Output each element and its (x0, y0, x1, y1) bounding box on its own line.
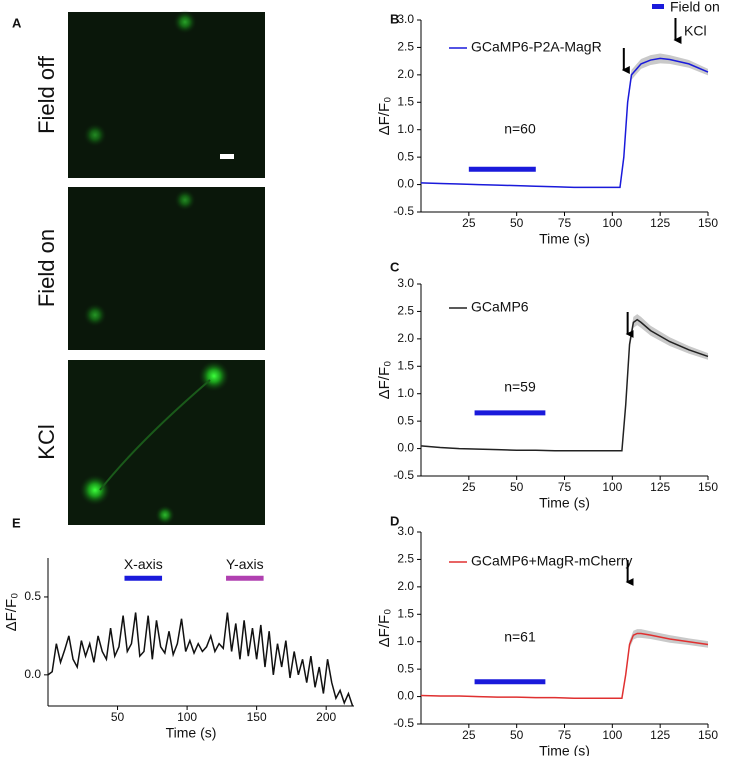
line (47, 612, 354, 707)
y-tick-label: 0.5 (397, 149, 414, 163)
y-axis-label: ΔF/F₀ (3, 593, 20, 632)
line (420, 57, 709, 189)
x-tick-label: 25 (462, 216, 476, 230)
y-tick-label: 0.5 (397, 661, 414, 675)
error-band (421, 314, 708, 452)
panel-label: C (390, 259, 400, 274)
legend-swatch (652, 4, 664, 9)
y-tick-label: -0.5 (393, 716, 414, 730)
error-band (421, 53, 708, 188)
cell (83, 123, 107, 147)
x-tick-label: 75 (558, 480, 572, 494)
y-axis-label: ΔF/F₀ (376, 361, 393, 400)
x-tick-label: 100 (177, 710, 197, 724)
y-tick-label: 3.0 (397, 524, 414, 538)
y-tick-label: -0.5 (393, 468, 414, 482)
y-tick-label: 1.0 (397, 122, 414, 136)
x-tick-label: 150 (698, 216, 718, 230)
x-tick-label: 125 (650, 480, 670, 494)
cell (173, 10, 197, 34)
x-axis-label: Time (s) (539, 495, 590, 511)
y-tick-label: 2.0 (397, 331, 414, 345)
x-tick-label: 125 (650, 728, 670, 742)
y-tick-label: 1.0 (397, 634, 414, 648)
y-tick-label: 3.0 (397, 12, 414, 26)
y-tick-label: 1.5 (397, 606, 414, 620)
y-tick-label: 3.0 (397, 276, 414, 290)
y-tick-label: 0.0 (24, 667, 41, 681)
y-tick-label: 0.5 (24, 589, 41, 603)
line (420, 318, 709, 452)
cell (155, 505, 175, 525)
x-tick-label: 25 (462, 480, 476, 494)
y-tick-label: 1.5 (397, 94, 414, 108)
annotation: n=59 (504, 379, 536, 395)
x-tick-label: 150 (247, 710, 267, 724)
x-tick-label: 25 (462, 728, 476, 742)
cell (83, 303, 107, 327)
stimulus-label: Y-axis (226, 556, 264, 572)
y-tick-label: -0.5 (393, 204, 414, 218)
x-axis-label: Time (s) (166, 725, 217, 741)
y-axis-label: ΔF/F₀ (376, 97, 393, 136)
legend-label: Field on (670, 0, 720, 15)
panel-label: A (12, 15, 22, 30)
y-tick-label: 0.0 (397, 689, 414, 703)
x-tick-label: 100 (602, 216, 622, 230)
micrograph (68, 12, 265, 178)
image-label: Field on (34, 229, 59, 307)
x-tick-label: 50 (510, 728, 524, 742)
y-tick-label: 0.5 (397, 413, 414, 427)
x-tick-label: 150 (698, 480, 718, 494)
panel-label: D (390, 513, 399, 528)
x-tick-label: 75 (558, 728, 572, 742)
y-tick-label: 2.5 (397, 304, 414, 318)
legend-label: GCaMP6-P2A-MagR (471, 39, 602, 55)
y-tick-label: 1.5 (397, 358, 414, 372)
x-tick-label: 50 (111, 710, 125, 724)
y-tick-label: 0.0 (397, 441, 414, 455)
cell (79, 474, 111, 506)
legend-label: GCaMP6 (471, 299, 529, 315)
annotation: n=61 (504, 629, 536, 645)
y-tick-label: 2.0 (397, 579, 414, 593)
x-axis-label: Time (s) (539, 231, 590, 247)
annotation: n=60 (504, 121, 536, 137)
line (420, 632, 709, 699)
y-tick-label: 0.0 (397, 177, 414, 191)
panel-label: E (12, 515, 21, 530)
panel-label: B (390, 11, 399, 26)
x-tick-label: 100 (602, 728, 622, 742)
x-tick-label: 50 (510, 216, 524, 230)
image-label: KCl (34, 424, 59, 459)
x-tick-label: 200 (316, 710, 336, 724)
y-axis-label: ΔF/F₀ (376, 609, 393, 648)
x-tick-label: 50 (510, 480, 524, 494)
y-tick-label: 1.0 (397, 386, 414, 400)
neurite (99, 379, 211, 491)
error-band (421, 629, 708, 699)
image-label: Field off (34, 55, 59, 134)
y-tick-label: 2.5 (397, 40, 414, 54)
scale-bar (220, 154, 234, 159)
y-tick-label: 2.0 (397, 67, 414, 81)
stimulus-label: X-axis (124, 556, 163, 572)
legend-label: KCl (684, 23, 707, 39)
x-tick-label: 75 (558, 216, 572, 230)
x-tick-label: 150 (698, 728, 718, 742)
cell (174, 189, 196, 211)
legend-label: GCaMP6+MagR-mCherry (471, 553, 632, 569)
x-axis-label: Time (s) (539, 743, 590, 756)
x-tick-label: 100 (602, 480, 622, 494)
y-tick-label: 2.5 (397, 552, 414, 566)
x-tick-label: 125 (650, 216, 670, 230)
